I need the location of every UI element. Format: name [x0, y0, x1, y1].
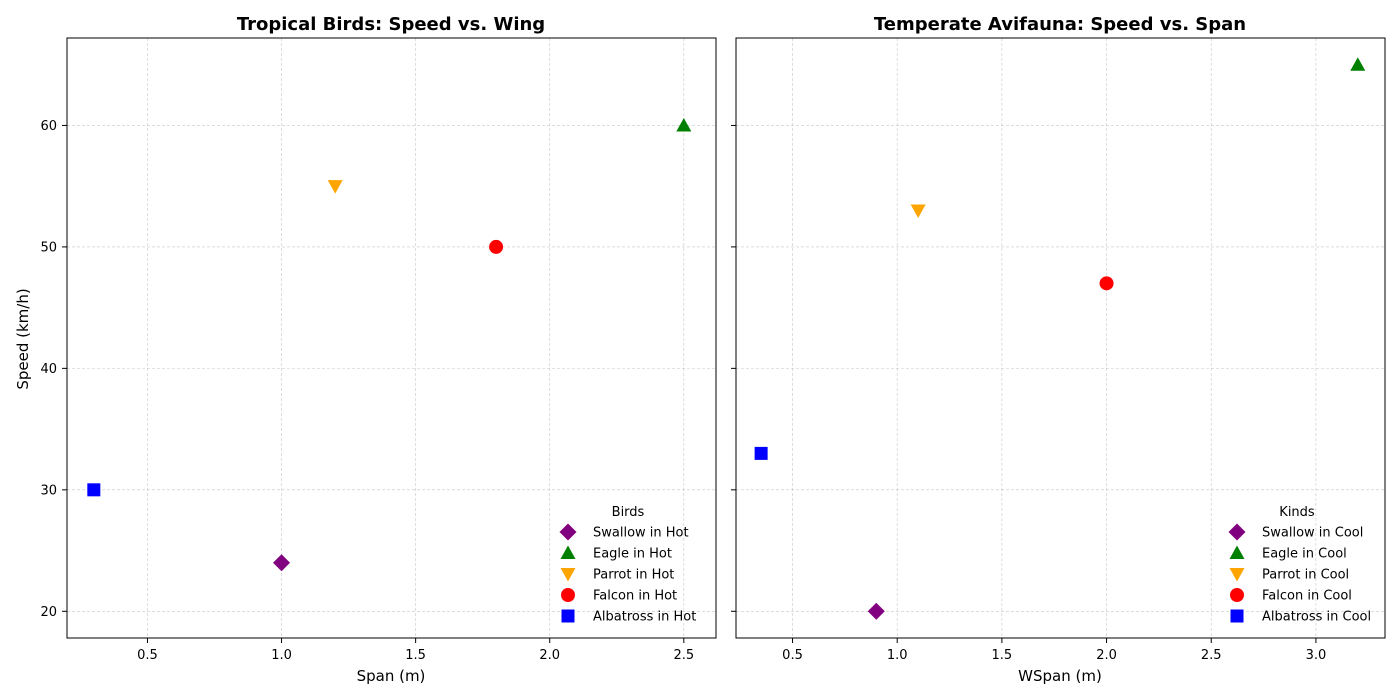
legend-label: Falcon in Hot: [593, 589, 677, 604]
legend-marker: [1230, 609, 1244, 623]
data-point: [867, 602, 885, 620]
legend-marker: [560, 545, 576, 559]
data-point: [273, 554, 291, 572]
legend-label: Parrot in Hot: [593, 568, 674, 583]
legend-marker: [561, 609, 575, 623]
x-tick-label: 1.0: [271, 648, 292, 663]
right-chart-title: Temperate Avifauna: Speed vs. Span: [874, 14, 1246, 35]
x-tick-label: 1.0: [887, 648, 908, 663]
legend-label: Eagle in Cool: [1262, 547, 1347, 562]
y-tick-label: 40: [40, 362, 57, 377]
legend-marker: [1230, 588, 1244, 602]
plot-frame: [735, 37, 1386, 639]
left-chart-title: Tropical Birds: Speed vs. Wing: [237, 14, 545, 35]
y-tick-label: 20: [40, 605, 57, 620]
legend-label: Swallow in Cool: [1262, 526, 1363, 541]
legend-label: Falcon in Cool: [1262, 589, 1352, 604]
x-tick-label: 2.5: [673, 648, 694, 663]
legend-marker: [561, 588, 575, 602]
legend-label: Albatross in Hot: [593, 610, 696, 625]
right-x-axis-label: WSpan (m): [1018, 667, 1102, 685]
x-tick-label: 1.5: [405, 648, 426, 663]
data-point: [1350, 57, 1366, 71]
legend-label: Swallow in Hot: [593, 526, 689, 541]
x-tick-label: 2.0: [1096, 648, 1117, 663]
data-point: [1099, 276, 1114, 291]
data-point: [910, 204, 926, 218]
legend-title: Kinds: [1279, 505, 1315, 520]
legend-title: Birds: [612, 505, 645, 520]
x-tick-label: 0.5: [782, 648, 803, 663]
left-plot-area: 0.5 1.0 1.5 2.0 2.5 20 30 40 50 60 Birds Swallow in…: [40, 37, 717, 663]
data-point: [489, 239, 504, 254]
data-point: [676, 117, 692, 132]
left-x-axis-label: Span (m): [357, 667, 426, 685]
legend-marker: [1229, 568, 1245, 582]
legend: Birds Swallow in Hot Eagle in Hot Parrot in…: [559, 505, 696, 625]
legend-marker: [1229, 545, 1245, 559]
data-point: [87, 483, 101, 497]
legend-marker: [559, 523, 577, 541]
y-tick-label: 30: [40, 483, 57, 498]
legend-marker: [560, 568, 576, 582]
x-tick-label: 2.5: [1201, 648, 1222, 663]
x-tick-label: 1.5: [992, 648, 1013, 663]
x-tick-label: 2.0: [539, 648, 560, 663]
plot-frame: [66, 37, 717, 639]
legend: Kinds Swallow in Cool Eagle in Cool Parrot …: [1228, 505, 1371, 625]
y-tick-label: 60: [40, 119, 57, 134]
legend-label: Albatross in Cool: [1262, 610, 1371, 625]
left-y-axis-label: Speed (km/h): [14, 288, 32, 389]
legend-label: Parrot in Cool: [1262, 568, 1349, 583]
right-panel: Temperate Avifauna: Speed vs. Span WSpan…: [731, 14, 1386, 685]
data-point: [754, 446, 768, 460]
x-tick-label: 0.5: [137, 648, 158, 663]
right-plot-area: 0.5 1.0 1.5 2.0 2.5 3.0 Kinds Swallow in Cool Ea…: [731, 37, 1386, 663]
left-panel: Tropical Birds: Speed vs. Wing Span (m) …: [14, 14, 717, 685]
x-tick-label: 3.0: [1306, 648, 1327, 663]
y-tick-label: 50: [40, 240, 57, 255]
legend-label: Eagle in Hot: [593, 547, 672, 562]
legend-marker: [1228, 523, 1246, 541]
data-point: [327, 180, 343, 194]
